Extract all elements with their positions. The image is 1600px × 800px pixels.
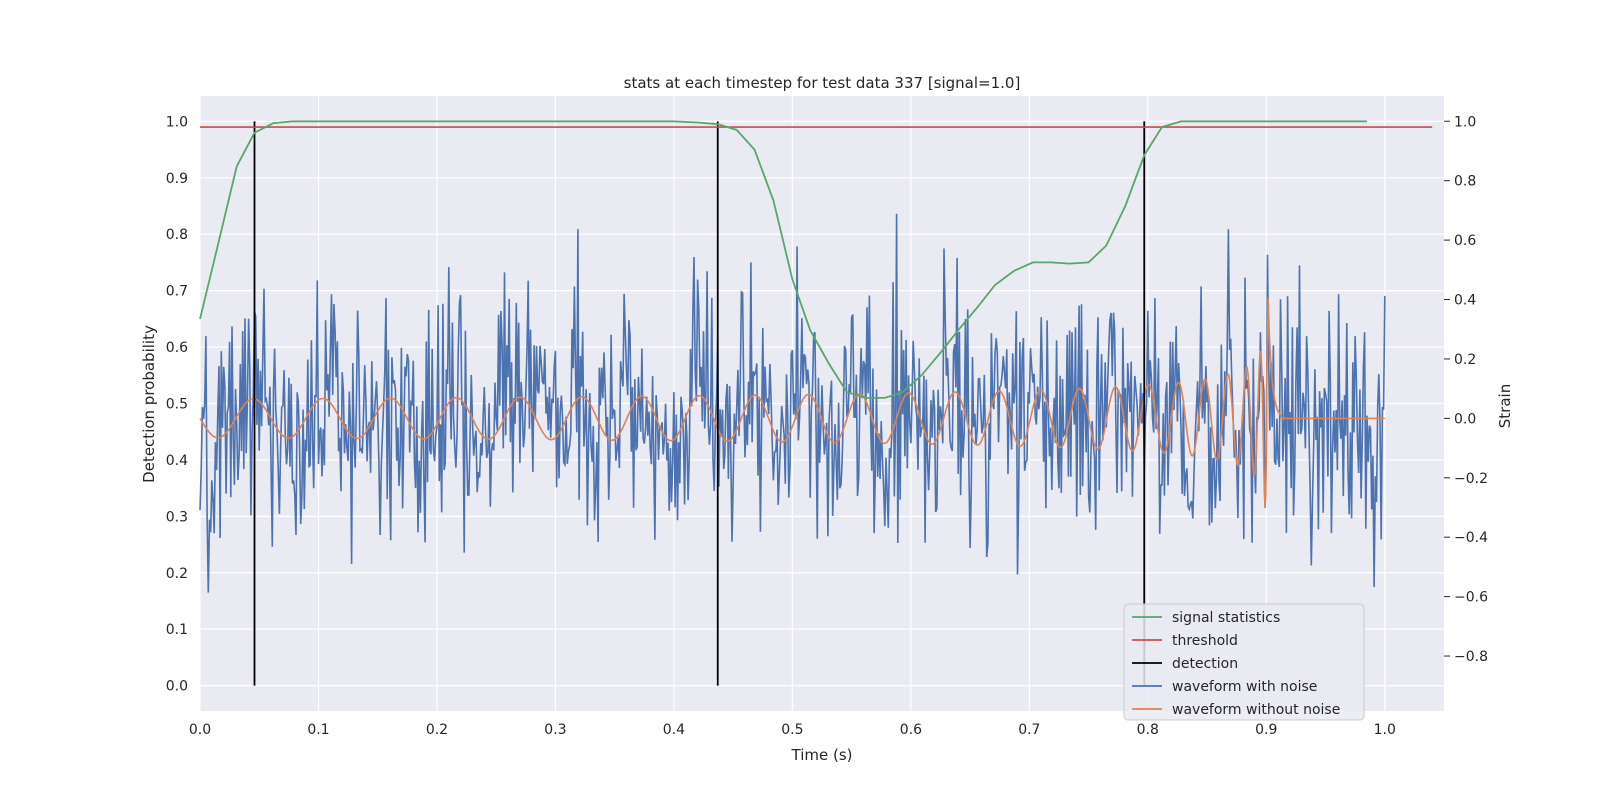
- x-tick-label: 0.7: [1018, 722, 1040, 738]
- chart-title: stats at each timestep for test data 337…: [624, 74, 1021, 92]
- x-tick-label: 0.9: [1255, 722, 1277, 738]
- y-right-tick-label: −0.8: [1454, 649, 1488, 665]
- y-right-tick-label: −0.6: [1454, 590, 1488, 606]
- x-tick-label: 1.0: [1374, 722, 1396, 738]
- y-axis-right: −0.8 −0.6 −0.4 −0.2 0.0 0.2 0.4 0.6 0.8 1.0: [1444, 114, 1488, 665]
- legend-label-detection: detection: [1172, 656, 1238, 672]
- x-tick-label: 0.0: [189, 722, 211, 738]
- y-axis-left: 0.0 0.1 0.2 0.3 0.4 0.5 0.6 0.7 0.8 0.9 1.0: [166, 114, 188, 694]
- y-right-tick-label: 0.8: [1454, 174, 1476, 190]
- y-right-tick-label: −0.4: [1454, 530, 1488, 546]
- y-left-tick-label: 1.0: [166, 114, 188, 130]
- x-tick-label: 0.8: [1137, 722, 1159, 738]
- x-axis-label: Time (s): [791, 746, 853, 764]
- legend-label-waveform-with-noise: waveform with noise: [1172, 679, 1317, 695]
- y-left-tick-label: 0.9: [166, 171, 188, 187]
- series-layer: [199, 120, 1433, 686]
- legend-label-waveform-without-noise: waveform without noise: [1172, 702, 1340, 718]
- x-tick-label: 0.6: [900, 722, 922, 738]
- y-axis-left-label: Detection probability: [140, 325, 158, 483]
- y-left-tick-label: 0.7: [166, 284, 188, 300]
- legend-label-threshold: threshold: [1172, 633, 1238, 649]
- waveform-without-noise-line: [199, 297, 1385, 508]
- x-tick-label: 0.2: [426, 722, 448, 738]
- y-left-tick-label: 0.3: [166, 509, 188, 525]
- legend-label-signal-statistics: signal statistics: [1172, 610, 1280, 626]
- y-right-tick-label: 0.2: [1454, 352, 1476, 368]
- legend: signal statistics threshold detection wa…: [1123, 603, 1365, 721]
- signal-statistics-line: [199, 120, 1367, 399]
- y-left-tick-label: 0.8: [166, 227, 188, 243]
- x-tick-label: 0.1: [307, 722, 329, 738]
- y-right-tick-label: 1.0: [1454, 114, 1476, 130]
- y-right-tick-label: 0.6: [1454, 233, 1476, 249]
- x-tick-label: 0.4: [663, 722, 685, 738]
- y-left-tick-label: 0.1: [166, 622, 188, 638]
- y-right-tick-label: 0.0: [1454, 411, 1476, 427]
- y-left-tick-label: 0.6: [166, 340, 188, 356]
- waveform-with-noise-line: [199, 213, 1386, 593]
- y-right-tick-label: −0.2: [1454, 471, 1488, 487]
- x-tick-label: 0.5: [781, 722, 803, 738]
- y-axis-right-label: Strain: [1496, 384, 1514, 428]
- y-left-tick-label: 0.4: [166, 453, 188, 469]
- y-left-tick-label: 0.2: [166, 566, 188, 582]
- x-tick-label: 0.3: [544, 722, 566, 738]
- y-right-tick-label: 0.4: [1454, 293, 1476, 309]
- x-axis: 0.0 0.1 0.2 0.3 0.4 0.5 0.6 0.7 0.8 0.9 1.0: [189, 722, 1396, 738]
- y-left-tick-label: 0.5: [166, 397, 188, 413]
- legend-box: [1123, 603, 1365, 721]
- y-left-tick-label: 0.0: [166, 679, 188, 695]
